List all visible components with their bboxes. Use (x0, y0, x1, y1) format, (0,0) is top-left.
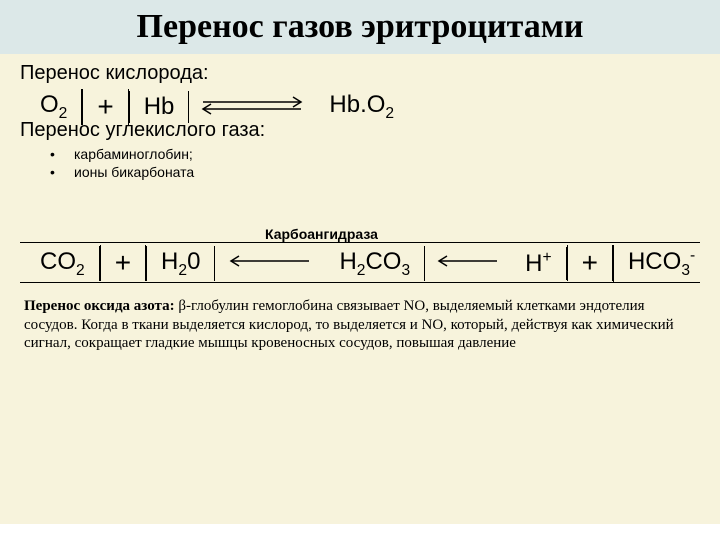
eq2-arrow2 (425, 251, 511, 276)
oxygen-header: Перенос кислорода: (20, 62, 700, 85)
eq-arrow (189, 93, 315, 122)
eq2-arrow1 (215, 251, 325, 276)
bullet-list: •карбаминоглобин; •ионы бикарбоната (50, 146, 700, 180)
no-paragraph: Перенос оксида азота: β-глобулин гемогло… (24, 297, 680, 353)
enzyme-label: Карбоангидраза (265, 226, 700, 242)
eq2-co2: CO2 (40, 246, 100, 282)
eq-hbo2: Hb.O2 (315, 89, 408, 125)
bullet-1: •карбаминоглобин; (50, 146, 700, 162)
eq2-h2o: H20 (146, 246, 215, 282)
bullet-2: •ионы бикарбоната (50, 164, 700, 180)
no-header: Перенос оксида азота: (24, 298, 175, 314)
eq2-hplus: H+ (511, 247, 566, 280)
eq2-h2co3: H2CO3 (325, 246, 425, 282)
co2-equation: CO2 + H20 H2CO3 H+ + HCO3- (40, 245, 700, 282)
eq2-hco3: HCO3- (613, 245, 709, 282)
eq2-plus2: + (567, 245, 613, 281)
eq2-plus1: + (100, 245, 146, 281)
slide-title: Перенос газов эритроцитами (0, 2, 720, 52)
